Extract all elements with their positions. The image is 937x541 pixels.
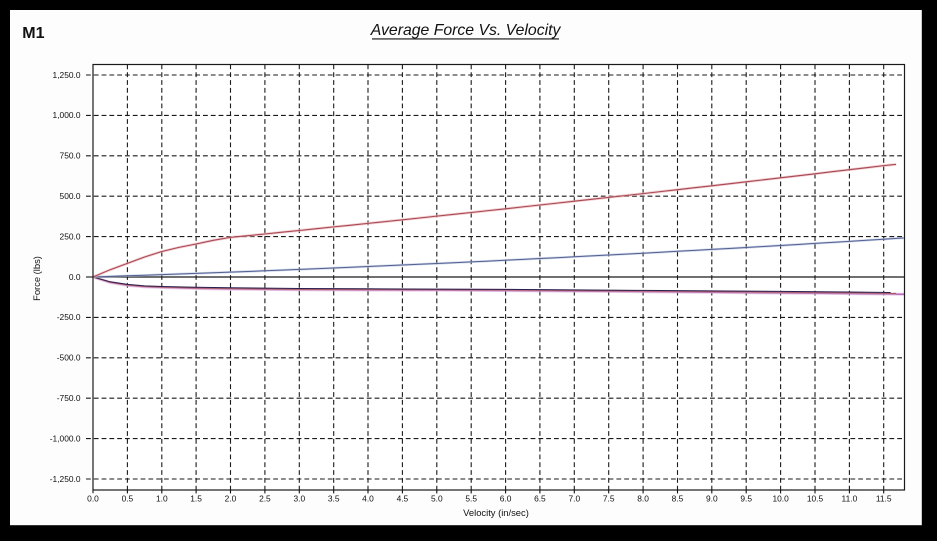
svg-text:0.0: 0.0 [87,494,99,504]
svg-text:3.0: 3.0 [293,494,305,504]
svg-text:1,250.0: 1,250.0 [53,70,81,80]
svg-text:7.0: 7.0 [568,494,580,504]
svg-text:1,000.0: 1,000.0 [53,110,81,120]
svg-text:250.0: 250.0 [60,231,81,241]
svg-text:3.5: 3.5 [328,494,340,504]
svg-text:500.0: 500.0 [60,191,81,201]
svg-text:9.0: 9.0 [706,494,718,504]
svg-text:1.0: 1.0 [156,494,168,504]
svg-text:Velocity (in/sec): Velocity (in/sec) [463,507,529,518]
svg-text:5.0: 5.0 [431,494,443,504]
svg-text:11.5: 11.5 [876,494,892,504]
svg-text:6.5: 6.5 [534,494,546,504]
svg-text:10.0: 10.0 [772,494,789,504]
svg-text:M1: M1 [22,25,44,42]
svg-text:Force (lbs): Force (lbs) [31,256,42,301]
svg-text:-750.0: -750.0 [57,393,81,403]
svg-text:11.0: 11.0 [842,494,858,504]
svg-text:0.5: 0.5 [122,494,134,504]
svg-text:6.0: 6.0 [500,494,512,504]
svg-text:9.5: 9.5 [740,494,752,504]
svg-text:0.0: 0.0 [69,272,81,282]
svg-text:Average Force Vs. Velocity: Average Force Vs. Velocity [370,22,562,39]
svg-text:7.5: 7.5 [603,494,615,504]
svg-text:-1,000.0: -1,000.0 [50,433,81,443]
svg-text:-500.0: -500.0 [57,353,81,363]
svg-text:8.0: 8.0 [637,494,649,504]
svg-text:2.5: 2.5 [259,494,271,504]
svg-text:10.5: 10.5 [807,494,824,504]
svg-text:4.5: 4.5 [397,494,409,504]
svg-text:-250.0: -250.0 [57,312,81,322]
svg-text:2.0: 2.0 [225,494,237,504]
svg-text:750.0: 750.0 [60,151,81,161]
svg-text:1.5: 1.5 [190,494,202,504]
svg-text:-1,250.0: -1,250.0 [50,474,81,484]
svg-text:4.0: 4.0 [362,494,374,504]
svg-text:5.5: 5.5 [465,494,477,504]
svg-text:8.5: 8.5 [672,494,684,504]
